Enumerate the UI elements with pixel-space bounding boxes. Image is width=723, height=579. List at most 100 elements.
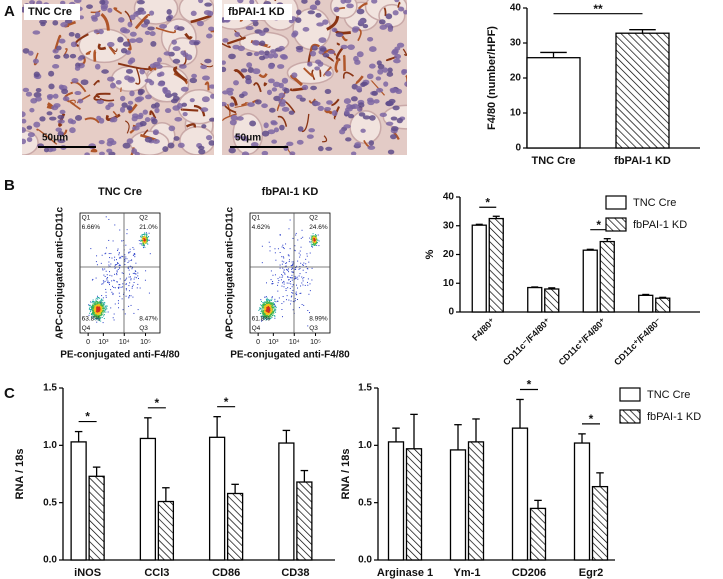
event-dot [315, 241, 317, 243]
nucleus [350, 151, 357, 155]
event-dot [314, 241, 316, 243]
event-dot [128, 252, 130, 254]
event-dot [91, 314, 93, 316]
significance-label: * [485, 195, 490, 209]
x-tick-label: CD11c⁺/F4/80⁺ [557, 316, 608, 367]
event-dot [283, 247, 285, 249]
event-dot [89, 312, 91, 314]
event-dot [128, 276, 130, 278]
event-dot [95, 303, 97, 305]
nucleus [371, 90, 378, 96]
event-dot [116, 274, 118, 276]
event-dot [272, 307, 274, 309]
nucleus [181, 102, 188, 107]
event-dot [117, 268, 119, 270]
x-tick-label: Ym-1 [454, 567, 481, 579]
nucleus [52, 20, 59, 26]
nucleus [385, 121, 394, 126]
event-dot [96, 255, 98, 257]
label-box [24, 4, 80, 20]
event-dot [291, 268, 293, 270]
event-dot [129, 248, 131, 250]
y-axis-label: RNA / 18s [340, 449, 352, 500]
event-dot [91, 306, 93, 308]
nucleus [357, 106, 363, 112]
stain [70, 81, 87, 93]
event-dot [140, 235, 142, 237]
event-dot [101, 309, 103, 311]
event-dot [146, 243, 148, 245]
nucleus [145, 94, 152, 100]
event-dot [91, 317, 93, 319]
event-dot [313, 243, 315, 245]
event-dot [265, 298, 267, 300]
event-dot [128, 305, 130, 307]
event-dot [96, 316, 98, 318]
nucleus [106, 41, 115, 47]
event-dot [130, 304, 132, 306]
bar [139, 437, 157, 561]
event-dot [96, 306, 98, 308]
event-dot [133, 278, 135, 280]
event-dot [102, 313, 104, 315]
nucleus [369, 63, 376, 69]
event-dot [141, 235, 143, 237]
event-dot [96, 264, 98, 266]
event-dot [270, 308, 272, 310]
stain [69, 100, 81, 111]
event-dot [96, 318, 98, 320]
nucleus [61, 88, 69, 95]
event-dot [301, 304, 303, 306]
nucleus [367, 145, 376, 150]
event-dot [274, 274, 276, 276]
event-dot [98, 316, 100, 318]
event-dot [296, 276, 298, 278]
event-dot [142, 236, 144, 238]
event-dot [103, 304, 105, 306]
event-dot [293, 261, 295, 263]
event-dot [271, 283, 273, 285]
event-dot [314, 236, 316, 238]
event-dot [97, 307, 99, 309]
event-dot [97, 318, 99, 320]
event-dot [95, 306, 97, 308]
event-dot [111, 257, 113, 259]
nucleus [95, 11, 101, 18]
event-dot [143, 243, 145, 245]
event-dot [309, 252, 311, 254]
event-dot [101, 309, 103, 311]
event-dot [145, 236, 147, 238]
nucleus [149, 31, 156, 37]
event-dot [95, 310, 97, 312]
event-dot [108, 261, 110, 263]
nucleus [58, 84, 64, 90]
event-dot [264, 296, 266, 298]
nucleus [162, 146, 169, 152]
event-dot [134, 270, 136, 272]
event-dot [97, 319, 99, 321]
nucleus [324, 106, 331, 112]
nucleus [291, 72, 298, 78]
nucleus [264, 50, 270, 56]
event-dot [305, 258, 307, 260]
event-dot [103, 308, 105, 310]
event-dot [98, 316, 100, 318]
event-dot [90, 307, 92, 309]
event-dot [266, 307, 268, 309]
event-dot [269, 309, 271, 311]
bar [226, 492, 244, 561]
event-dot [265, 309, 267, 311]
event-dot [264, 308, 266, 310]
event-dot [311, 267, 313, 269]
event-dot [269, 310, 271, 312]
event-dot [309, 290, 311, 292]
event-dot [140, 236, 142, 238]
event-dot [306, 281, 308, 283]
event-dot [266, 315, 268, 317]
nucleus [52, 64, 60, 69]
event-dot [143, 239, 145, 241]
nucleus [299, 97, 306, 102]
event-dot [104, 309, 106, 311]
event-dot [90, 314, 92, 316]
